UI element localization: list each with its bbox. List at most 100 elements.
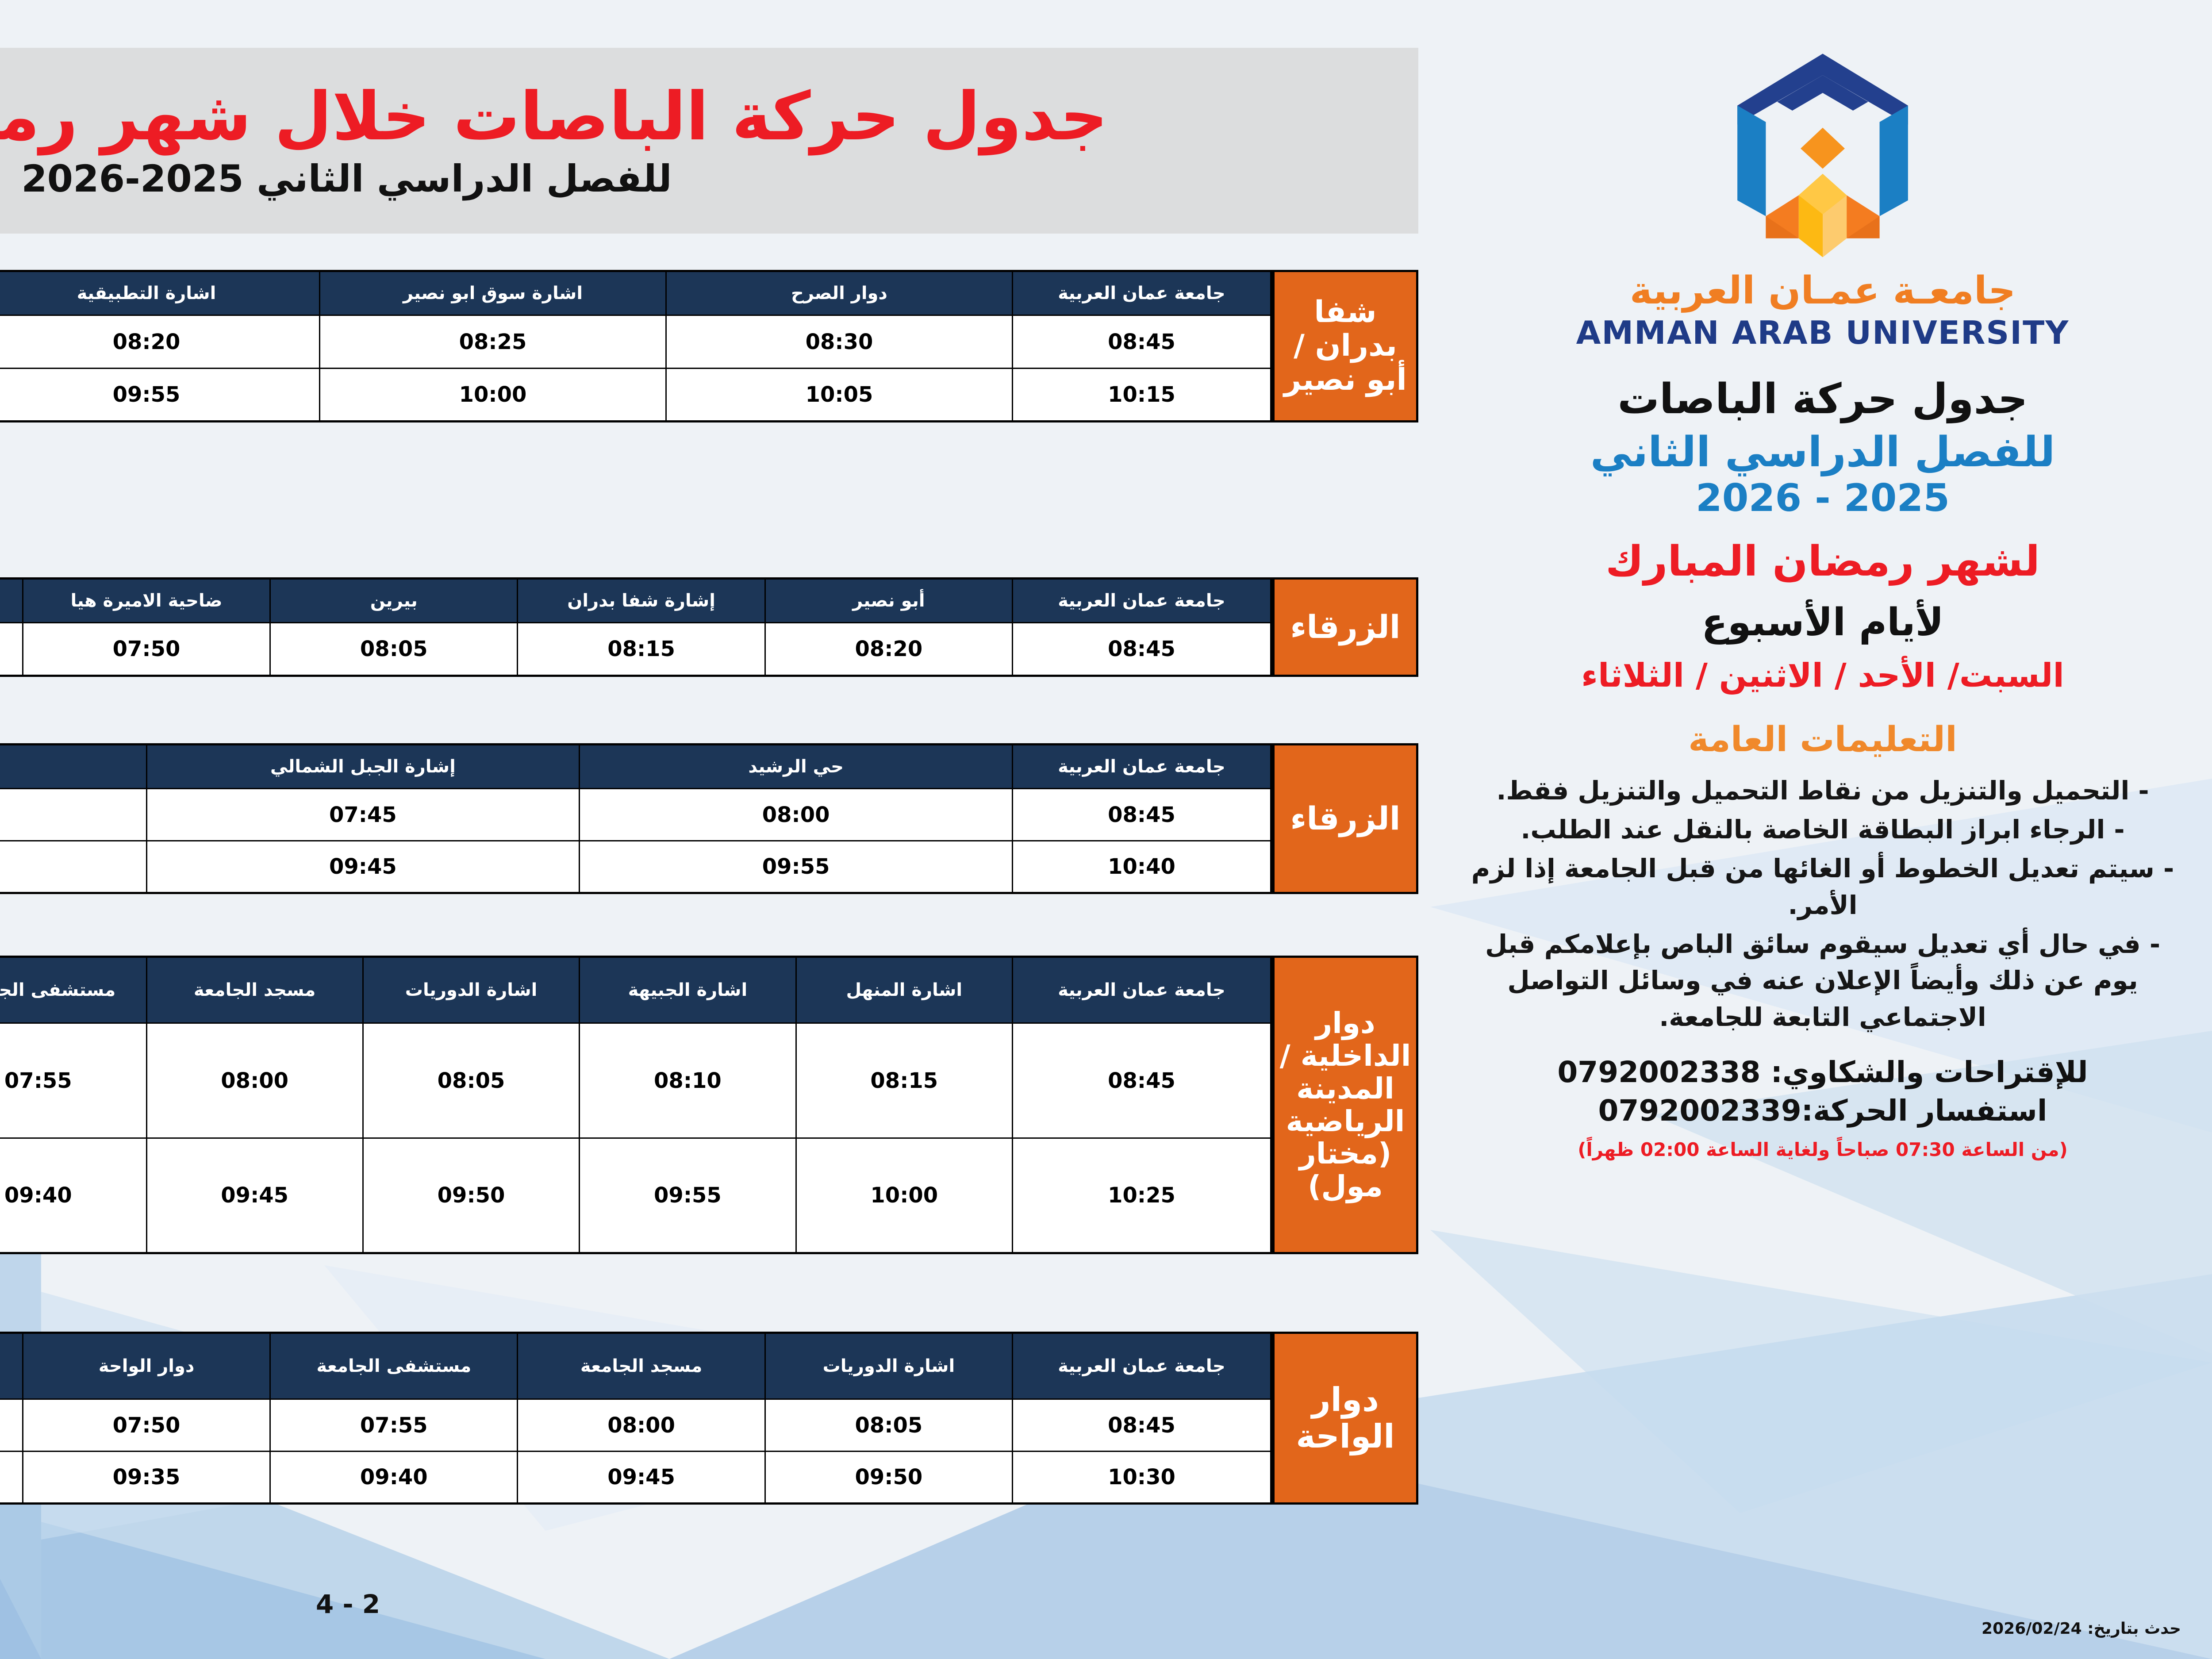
page-subtitle: للفصل الدراسي الثاني 2025-2026 [21,157,672,201]
station-header: جامعة عمان العربية [1012,1332,1272,1400]
station-header: إشارة الجبل الشمالي [146,744,580,789]
time-cell: 08:45 [1012,1022,1272,1139]
time-cell: 08:20 [0,315,320,369]
station-header: اشارة الدوريات [362,956,580,1024]
route-label: الزرقاء [1272,743,1418,894]
table-header-row: جامعة عمان العربية دوار الصرح اشارة سوق اب… [0,270,1272,316]
instruction-item: - التحميل والتنزيل من نقاط التحميل والتن… [1496,775,2149,806]
station-header: اشارة الجبيهة [579,956,797,1024]
station-header: حي الزواهرة [0,578,23,623]
station-header: جامعة عمان العربية [1012,744,1272,789]
station-header: جامعة عمان العربية [1012,270,1272,316]
time-cell: 09:50 [362,1137,580,1254]
sidebar-heading-weekdays: لأيام الأسبوع [1701,600,1944,645]
schedule-table: جامعة عمان العربية أبو نصير إشارة شفا بدرا… [0,577,1272,677]
time-cell: 09:55 [579,840,1013,894]
time-cell: 09:45 [146,1137,364,1254]
time-cell: 09:35 [22,1451,271,1504]
time-cell: 08:00 [517,1398,766,1452]
schedule-table-block: دوار الداخلية /المدينة الرياضية (مختار م… [0,956,1418,1254]
schedule-grid: جامعة عمان العربية اشارة المنهل اشارة الجب… [0,956,1272,1254]
time-cell: 09:30 [0,1451,23,1504]
time-cell: 09:40 [0,1137,147,1254]
station-header: إشارة شفا بدران [517,578,766,623]
table-header-row: جامعة عمان العربية اشارة المنهل اشارة الجب… [0,956,1272,1024]
time-cell: 10:00 [319,368,667,422]
hexagon-logo-icon [1737,54,1908,257]
instruction-item: - في حال أي تعديل سيقوم سائق الباص بإعلا… [1485,929,2161,1032]
time-cell: 10:00 [795,1137,1014,1254]
time-cell: 7:45 [0,1398,23,1452]
time-cell: 07:40 [0,788,147,841]
time-cell: 09:55 [0,368,320,422]
table-header-row: جامعة عمان العربية أبو نصير إشارة شفا بدرا… [0,578,1272,623]
logo-english-name: AMMAN ARAB UNIVERSITY [1576,314,2070,351]
time-cell: 10:40 [1012,840,1272,894]
schedule-table: جامعة عمان العربية حي الرشيد إشارة الجبل ا… [0,743,1272,894]
sidebar-heading-main: جدول حركة الباصات [1617,375,2028,423]
time-cell: 07:45 [146,788,580,841]
title-banner: جدول حركة الباصات خلال شهر رمضان المبارك… [0,48,1418,234]
station-header: اشارة المنهل [795,956,1014,1024]
time-cell: 08:05 [764,1398,1014,1452]
sidebar-heading-years: 2025 - 2026 [1695,476,1950,521]
time-cell: 08:10 [579,1022,797,1139]
time-cell: 09:55 [579,1137,797,1254]
logo-arabic-name: جامعـة عمـان العربية [1629,269,2016,313]
sidebar-heading-ramadan: لشهر رمضان المبارك [1605,538,2040,586]
page-title: جدول حركة الباصات خلال شهر رمضان المبارك [0,78,1108,156]
schedule-table-block: الزرقاء جامعة عمان العربية أبو نصير إشارة ش… [0,577,1418,677]
route-label: الزرقاء [1272,577,1418,677]
route-label: شفا بدران / أبو نصير [1272,270,1418,422]
station-header: بيرين [269,578,518,623]
time-cell: 08:05 [269,622,518,676]
table-row: 08:4508:1508:1008:0508:0007:5507:5007:45… [0,1022,1272,1139]
time-cell: 08:00 [579,788,1013,841]
station-header: حي الرشيد [579,744,1013,789]
time-cell: 07:45 [0,622,23,676]
contact-movement[interactable]: استفسار الحركة:0792002339 [1598,1094,2047,1128]
route-label: دوار الداخلية /المدينة الرياضية (مختار م… [1272,956,1418,1254]
station-header: أبو نصير [764,578,1014,623]
schedule-table: جامعة عمان العربية اشارة الدوريات مسجد الج… [0,1332,1272,1505]
time-cell: 08:00 [146,1022,364,1139]
station-header: مسجد الجامعة [146,956,364,1024]
time-cell: 08:45 [1012,788,1272,841]
table-header-row: جامعة عمان العربية اشارة الدوريات مسجد الج… [0,1332,1272,1400]
time-cell: 10:25 [1012,1137,1272,1254]
time-cell: 09:40 [269,1451,518,1504]
time-cell: 07:55 [0,1022,147,1139]
time-cell: 08:15 [795,1022,1014,1139]
instructions-list: - التحميل والتنزيل من نقاط التحميل والتن… [1464,772,2181,1036]
station-header: جامعة عمان العربية [1012,956,1272,1024]
station-header: شارع الـ 100 [0,744,147,789]
instruction-item: - الرجاء ابراز البطاقة الخاصة بالنقل عند… [1521,814,2125,845]
station-header: دوار الصرح [665,270,1013,316]
time-cell: 08:25 [319,315,667,369]
time-cell: 10:30 [1012,1451,1272,1504]
schedule-grid: جامعة عمان العربية حي الرشيد إشارة الجبل ا… [0,743,1272,894]
working-hours-note: (من الساعة 07:30 صباحاً ولغاية الساعة 02… [1578,1139,2068,1161]
time-cell: 08:30 [665,315,1013,369]
time-cell: 07:50 [22,1398,271,1452]
schedule-table: جامعة عمان العربية اشارة المنهل اشارة الجب… [0,956,1272,1254]
time-cell: 07:50 [22,622,271,676]
time-cell: 10:15 [1012,368,1272,422]
sidebar: جامعـة عمـان العربية AMMAN ARAB UNIVERSI… [1433,0,2212,1659]
station-header: اشارة البشيتي [0,1332,23,1400]
contact-complaints[interactable]: للإقتراحات والشكاوي: 0792002338 [1557,1055,2088,1090]
time-cell: 08:05 [362,1022,580,1139]
time-cell: 09:45 [146,840,580,894]
table-header-row: جامعة عمان العربية حي الرشيد إشارة الجبل ا… [0,744,1272,789]
instruction-item: - سيتم تعديل الخطوط أو الغائها من قبل ال… [1471,853,2174,920]
schedule-table-block: الزرقاء جامعة عمان العربية حي الرشيد إشارة … [0,743,1418,894]
updated-date: حدث بتاريخ: 2026/02/24 [1982,1620,2181,1638]
time-cell: 07:55 [269,1398,518,1452]
station-header: ضاحية الاميرة هيا [22,578,271,623]
